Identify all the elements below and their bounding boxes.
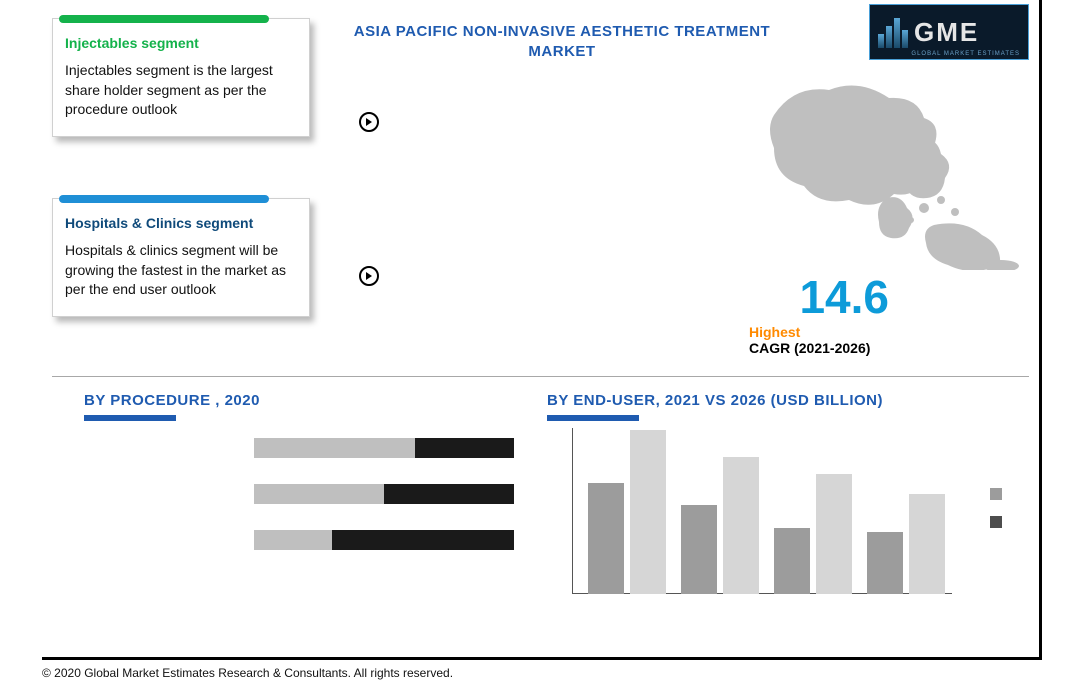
chart-y-axis [572,428,573,594]
procedure-bar-fill [254,530,332,550]
procedure-bar [254,530,514,550]
cagr-value: 14.6 [799,270,889,324]
chart-bar-group [774,474,852,594]
callout-injectables: Injectables segment Injectables segment … [52,18,310,137]
title-line-1: ASIA PACIFIC NON-INVASIVE AESTHETIC TREA… [354,23,770,40]
callout-heading: Hospitals & Clinics segment [65,215,297,231]
brand-name: GME [914,17,979,48]
cagr-caption: Highest CAGR (2021-2026) [749,324,929,356]
callout-body: Hospitals & clinics segment will be grow… [65,241,297,300]
section-heading-text: BY END-USER, 2021 VS 2026 (USD BILLION) [547,392,883,409]
heading-underline [547,415,639,421]
chart-bar-groups [580,428,952,594]
section-heading-text: BY PROCEDURE , 2020 [84,392,260,409]
chevron-right-icon [359,112,379,132]
copyright-text: © 2020 Global Market Estimates Research … [42,666,453,680]
infographic-canvas: GME GLOBAL MARKET ESTIMATES ASIA PACIFIC… [42,0,1042,660]
callout-accent-bar [59,195,269,203]
chart-bar-2021 [681,505,717,594]
procedure-bar [254,484,514,504]
chart-bar-2026 [630,430,666,594]
chevron-right-icon [359,266,379,286]
cagr-period: CAGR (2021-2026) [749,340,870,356]
title-line-2: MARKET [528,43,595,60]
heading-underline [84,415,176,421]
callout-body: Injectables segment is the largest share… [65,61,297,120]
callout-heading: Injectables segment [65,35,297,51]
procedure-bar-chart [254,438,514,550]
chart-legend [990,488,1002,528]
asia-pacific-map-icon [769,80,1029,270]
section-heading-enduser: BY END-USER, 2021 VS 2026 (USD BILLION) [547,392,883,421]
procedure-bar-fill [254,484,384,504]
callout-accent-bar [59,15,269,23]
page-title: ASIA PACIFIC NON-INVASIVE AESTHETIC TREA… [352,22,772,63]
section-heading-procedure: BY PROCEDURE , 2020 [84,392,260,421]
chart-bar-group [867,494,945,594]
legend-swatch [990,488,1002,500]
chart-bar-2021 [867,532,903,594]
chart-bar-2026 [909,494,945,594]
section-divider [52,376,1029,377]
procedure-bar [254,438,514,458]
chart-bar-group [588,430,666,594]
brand-tagline: GLOBAL MARKET ESTIMATES [911,51,1020,57]
logo-bars-icon [878,16,908,48]
chart-bar-2021 [588,483,624,594]
legend-swatch [990,516,1002,528]
chart-bar-2026 [723,457,759,594]
chart-bar-2026 [816,474,852,594]
cagr-highlight: Highest [749,324,800,340]
enduser-bar-chart [572,428,1002,608]
procedure-bar-fill [254,438,415,458]
brand-logo: GME GLOBAL MARKET ESTIMATES [869,4,1029,60]
chart-bar-group [681,457,759,594]
chart-bar-2021 [774,528,810,594]
callout-hospitals: Hospitals & Clinics segment Hospitals & … [52,198,310,317]
